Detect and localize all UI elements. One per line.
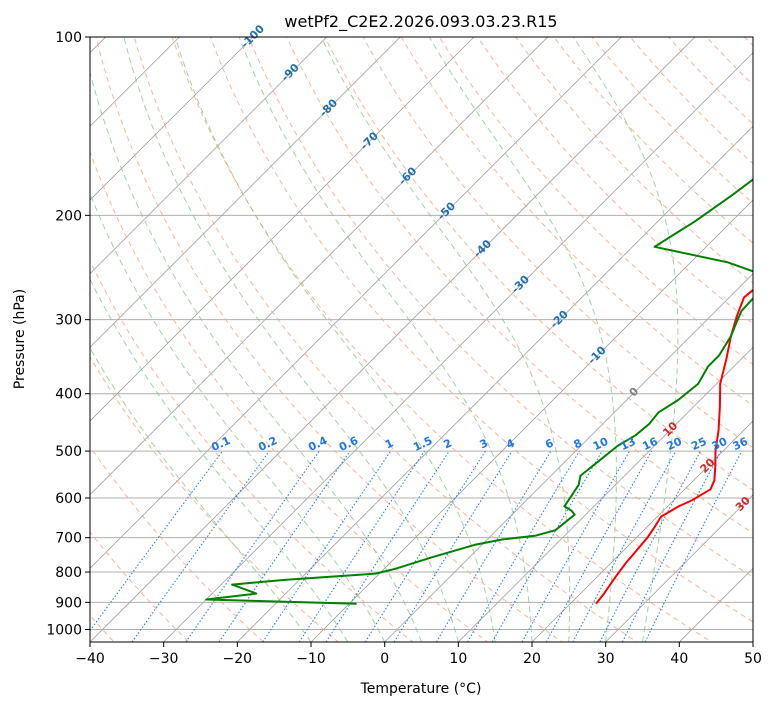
mixing-ratio-label: 16 [640,435,660,453]
mixing-ratio-label: 30 [710,435,730,453]
x-tick-label: 0 [380,651,389,667]
mixing-ratio-line [521,450,630,642]
moist-adiabat [123,37,459,642]
mixing-ratio-line [435,450,552,642]
y-tick-label: 600 [55,491,82,507]
mixing-ratio-label: 10 [591,435,611,453]
isotherm-line [310,199,753,642]
isotherm-line [384,273,753,642]
x-tick-label: 30 [597,651,615,667]
dry-adiabat [286,37,753,534]
y-axis-label: Pressure (hPa) [12,289,28,389]
mixing-ratio-line [131,450,270,642]
dry-adiabat [90,259,414,642]
x-tick-label: 50 [744,651,762,667]
mixing-ratio-line [298,450,425,642]
isotherm-line [90,37,328,275]
y-tick-label: 800 [55,565,82,581]
chart-title: wetPf2_C2E2.2026.093.03.23.R15 [284,12,557,32]
isotherm-line [531,420,753,642]
mixing-ratio-line [545,450,653,642]
mixing-ratio-line [325,450,450,642]
dry-adiabat [90,150,489,642]
x-tick-label: −40 [75,651,105,667]
moist-adiabat [90,347,312,642]
plot-area [90,37,753,642]
mixing-ratio-line [185,450,320,642]
y-tick-label: 1000 [46,622,82,638]
temperature-profile [595,288,753,605]
mixing-ratio-label: 13 [618,435,637,453]
dewpoint-profile [205,178,753,605]
y-tick-label: 100 [55,30,82,46]
profile-lines [205,178,753,605]
mixing-ratio-line [491,450,603,642]
x-tick-label: −20 [223,651,253,667]
mixing-ratio-line [262,450,392,642]
moist-adiabat [90,278,349,642]
isotherm-line [90,37,401,348]
x-tick-label: 40 [670,651,688,667]
dry-adiabat [209,37,753,623]
x-axis-ticks: −40 −30 −20 −10 0 10 20 30 40 50 [75,642,762,667]
isotherm-line [605,494,753,642]
x-tick-label: 20 [523,651,541,667]
mixing-ratio-label: 25 [689,435,708,453]
x-tick-label: 10 [449,651,467,667]
mixing-ratio-line [572,450,677,642]
y-tick-label: 500 [55,444,82,460]
isotherm-line [90,37,180,127]
moist-adiabat [174,37,496,642]
x-tick-label: −10 [296,651,326,667]
y-tick-label: 200 [55,208,82,224]
isotherm-line [90,37,622,569]
dry-adiabat [248,37,753,578]
moist-adiabat [90,192,386,642]
y-axis-ticks: 100 200 300 400 500 600 700 800 900 1000 [46,30,90,638]
dry-adiabat [477,37,753,325]
isotherm-line [90,37,475,422]
mixing-ratio-line [364,450,486,642]
isotherm-line [90,37,254,201]
isotherm-line [90,37,696,642]
mixing-ratio-line [644,450,743,642]
plot-frame [89,36,754,643]
y-tick-label: 700 [55,531,82,547]
dry-adiabat [95,37,564,642]
moist-adiabat [572,37,679,642]
mixing-ratio-label: 36 [731,435,751,453]
dry-adiabat [90,445,265,642]
y-tick-label: 900 [55,595,82,611]
dry-adiabat [133,37,638,642]
mixing-ratio-line [218,450,351,642]
isotherm-line [163,52,753,642]
mixing-ratio-label: 20 [665,435,685,453]
moist-adiabat [90,70,422,642]
y-tick-label: 400 [55,387,82,403]
mixing-ratio-line [393,450,513,642]
dry-adiabat [90,356,340,642]
dry-adiabat [400,37,753,407]
y-tick-label: 300 [55,313,82,329]
mixing-ratio-line [90,450,223,632]
isotherm-line [236,125,753,642]
x-tick-label: −30 [149,651,179,667]
isotherm-line [90,37,549,496]
moist-adiabat [320,37,571,642]
moist-adiabat [238,37,533,642]
mixing-ratio-line [467,450,580,642]
moist-adiabat [428,37,617,642]
dry-adiabat [171,37,713,642]
mixing-ratio-line [599,450,701,642]
x-axis-label: Temperature (°C) [360,681,482,697]
isotherm-line [457,346,753,642]
